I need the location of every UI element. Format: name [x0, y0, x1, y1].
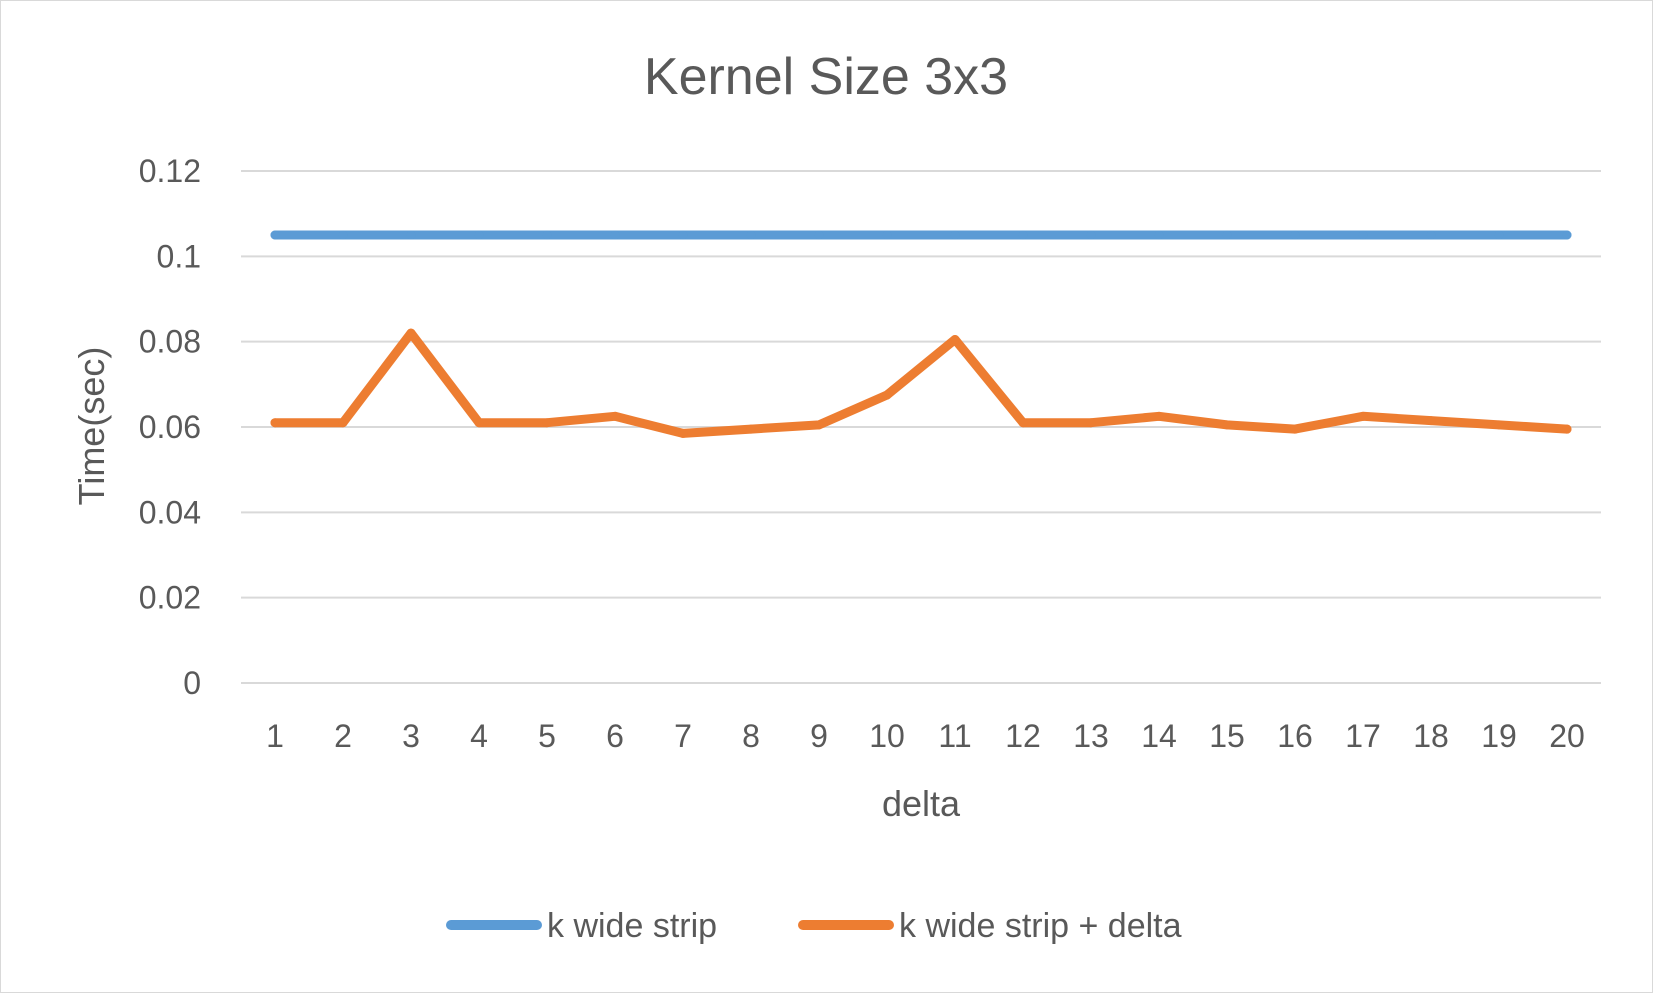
- y-tick-label: 0.04: [139, 494, 201, 530]
- data-point: [270, 230, 280, 240]
- data-point: [814, 230, 824, 240]
- data-point: [678, 428, 688, 438]
- data-point: [814, 420, 824, 430]
- data-point: [1494, 420, 1504, 430]
- x-tick-label: 7: [674, 718, 692, 754]
- x-axis-label: delta: [882, 783, 961, 824]
- data-point: [746, 424, 756, 434]
- data-point: [1426, 416, 1436, 426]
- data-point: [882, 390, 892, 400]
- x-tick-label: 10: [869, 718, 905, 754]
- data-point: [338, 418, 348, 428]
- data-point: [1086, 418, 1096, 428]
- data-point: [1358, 230, 1368, 240]
- x-tick-label: 5: [538, 718, 556, 754]
- x-tick-label: 11: [938, 718, 971, 754]
- data-point: [1086, 230, 1096, 240]
- x-tick-label: 1: [266, 718, 284, 754]
- x-tick-label: 4: [470, 718, 488, 754]
- legend-label-1: k wide strip: [547, 907, 717, 945]
- data-point: [610, 411, 620, 421]
- data-point: [406, 328, 416, 338]
- x-axis-ticks: 1 2 3 4 5 6 7 8 9 10 11 12 13 14 15 16 17 18 19 20: [266, 718, 1585, 754]
- legend-label-2: k wide strip + delta: [899, 907, 1182, 945]
- data-point: [1222, 420, 1232, 430]
- y-tick-label: 0.12: [139, 153, 201, 189]
- data-point: [474, 230, 484, 240]
- y-tick-label: 0: [183, 665, 201, 701]
- data-point: [542, 230, 552, 240]
- data-point: [474, 418, 484, 428]
- x-tick-label: 19: [1481, 718, 1517, 754]
- data-point: [1426, 230, 1436, 240]
- data-point: [1154, 230, 1164, 240]
- data-point: [610, 230, 620, 240]
- data-point: [542, 418, 552, 428]
- data-point: [338, 230, 348, 240]
- data-point: [1154, 411, 1164, 421]
- y-tick-label: 0.08: [139, 324, 201, 360]
- legend: k wide strip k wide strip + delta: [446, 907, 1182, 945]
- data-point: [678, 230, 688, 240]
- x-tick-label: 12: [1005, 718, 1041, 754]
- data-point: [270, 418, 280, 428]
- series-line-2: [270, 328, 1572, 438]
- series-lines: [270, 230, 1572, 438]
- data-point: [406, 230, 416, 240]
- x-tick-label: 6: [606, 718, 624, 754]
- y-axis-ticks: 0.12 0.1 0.08 0.06 0.04 0.02 0: [139, 153, 201, 701]
- data-point: [1290, 230, 1300, 240]
- x-tick-label: 15: [1209, 718, 1245, 754]
- data-point: [1358, 411, 1368, 421]
- x-tick-label: 13: [1073, 718, 1109, 754]
- gridlines: [241, 170, 1601, 684]
- y-axis-label: Time(sec): [71, 347, 112, 506]
- data-point: [882, 230, 892, 240]
- data-point: [1290, 424, 1300, 434]
- x-tick-label: 14: [1141, 718, 1177, 754]
- data-point: [1562, 424, 1572, 434]
- x-tick-label: 8: [742, 718, 760, 754]
- x-tick-label: 9: [810, 718, 828, 754]
- x-tick-label: 16: [1277, 718, 1313, 754]
- data-point: [1562, 230, 1572, 240]
- x-tick-label: 3: [402, 718, 420, 754]
- x-tick-label: 17: [1345, 718, 1381, 754]
- y-tick-label: 0.1: [157, 238, 201, 274]
- data-point: [950, 230, 960, 240]
- data-point: [746, 230, 756, 240]
- chart-title: Kernel Size 3x3: [644, 48, 1008, 106]
- y-tick-label: 0.06: [139, 409, 201, 445]
- x-tick-label: 18: [1413, 718, 1449, 754]
- data-point: [950, 335, 960, 345]
- y-tick-label: 0.02: [139, 580, 201, 616]
- data-point: [1222, 230, 1232, 240]
- data-point: [1018, 418, 1028, 428]
- x-tick-label: 20: [1549, 718, 1585, 754]
- x-tick-label: 2: [334, 718, 352, 754]
- data-point: [1494, 230, 1504, 240]
- data-point: [1018, 230, 1028, 240]
